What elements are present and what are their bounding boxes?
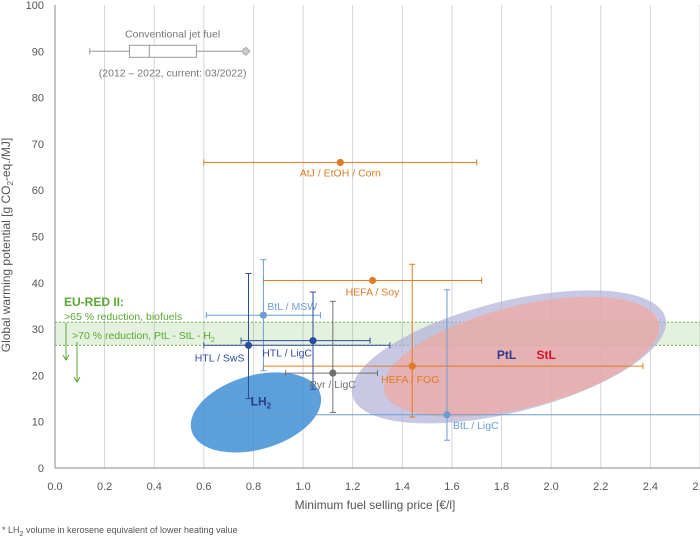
y-tick-label: 0: [38, 463, 44, 475]
point-pyr-ligc: [329, 369, 337, 377]
eu-red-arrow-head: [73, 376, 81, 383]
x-tick-label: 2.6: [692, 481, 700, 493]
point-htl-ligc: [309, 337, 317, 345]
point-label-htl-ligc: HTL / LigC: [262, 348, 312, 360]
point-label-pyr-ligc: Pyr / LigC: [310, 379, 357, 391]
x-tick-label: 1.8: [494, 481, 509, 493]
stl-ellipse: [383, 296, 660, 417]
y-tick-label: 40: [32, 278, 44, 290]
point-htl-sws: [244, 341, 253, 349]
y-tick-label: 10: [32, 417, 44, 429]
x-tick-label: 1.4: [395, 481, 410, 493]
eu-red-biofuels-label: >65 % reduction, biofuels: [64, 311, 182, 323]
point-label-htl-sws: HTL / SwS: [195, 352, 245, 364]
point-atj-etoh-corn: [336, 158, 344, 167]
jet-fuel-box: [128, 44, 197, 58]
point-label-btl-ligc: BtL / LigC: [453, 420, 499, 432]
jet-fuel-label: Conventional jet fuel: [125, 28, 220, 40]
y-axis-title: Global warming potential [g CO2-eq./MJ]: [0, 138, 15, 353]
ptl-label: PtL: [497, 348, 516, 362]
eu-red-ptl-label: >70 % reduction, PtL - StL - H2: [72, 330, 215, 344]
point-hefa-soy: [368, 276, 377, 285]
y-tick-label: 100: [26, 0, 44, 12]
point-btl-msw: [259, 311, 267, 319]
lh2-ellipse: [190, 372, 322, 453]
x-axis-title: Minimum fuel selling price [€/l]: [295, 498, 456, 512]
point-hefa-fog: [408, 362, 416, 370]
eu-red-title: EU-RED II:: [64, 295, 124, 309]
x-tick-label: 0.4: [147, 481, 162, 493]
y-tick-label: 70: [32, 139, 44, 151]
x-tick-label: 1.0: [295, 481, 310, 493]
point-label-btl-msw: BtL / MSW: [267, 301, 317, 313]
x-tick-label: 0.6: [196, 481, 211, 493]
x-tick-label: 0.0: [47, 481, 62, 493]
jet-fuel-sublabel: (2012 – 2022, current: 03/2022): [99, 67, 247, 79]
y-tick-label: 80: [32, 93, 44, 105]
x-tick-label: 1.2: [345, 481, 360, 493]
lh2-label: LH2: [251, 394, 272, 410]
point-btl-ligc: [443, 411, 451, 419]
y-tick-label: 20: [32, 370, 44, 382]
x-tick-label: 2.0: [544, 481, 559, 493]
x-tick-label: 2.4: [643, 481, 658, 493]
x-tick-label: 0.8: [246, 481, 261, 493]
point-label-hefa-fog: HEFA / FOG: [381, 374, 439, 386]
footnote: * LH2 volume in kerosene equivalent of l…: [2, 525, 238, 538]
point-label-atj-etoh-corn: AtJ / EtOH / Corn: [300, 167, 381, 179]
y-tick-label: 30: [32, 324, 44, 336]
y-tick-label: 90: [32, 46, 44, 58]
x-tick-label: 1.6: [444, 481, 459, 493]
stl-label: StL: [537, 348, 556, 362]
y-tick-label: 60: [32, 185, 44, 197]
y-tick-label: 50: [32, 232, 44, 244]
eu-red-arrow-head: [62, 354, 70, 361]
point-label-hefa-soy: HEFA / Soy: [346, 286, 400, 298]
jet-fuel-current-marker: [241, 46, 251, 57]
x-tick-label: 0.2: [97, 481, 112, 493]
x-tick-label: 2.2: [593, 481, 608, 493]
